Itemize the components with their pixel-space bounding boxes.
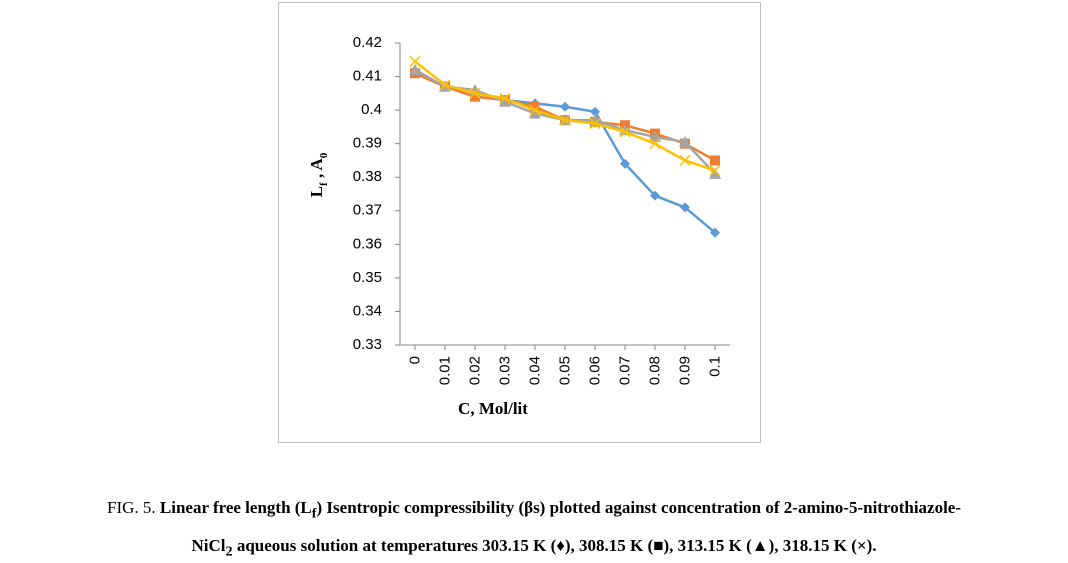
y-tick-label: 0.37 — [353, 202, 382, 219]
marker — [590, 106, 600, 117]
marker — [470, 91, 480, 102]
marker — [499, 92, 511, 104]
y-tick-label: 0.35 — [353, 269, 382, 286]
y-tick-label: 0.39 — [353, 135, 382, 152]
marker — [679, 154, 691, 166]
x-tick-label: 0 — [407, 356, 424, 364]
caption-text: f — [311, 505, 317, 522]
marker — [649, 130, 661, 142]
marker — [559, 114, 571, 126]
marker — [710, 227, 720, 238]
x-tick-label: 0.05 — [557, 356, 574, 385]
marker — [709, 164, 721, 177]
y-tick-label: 0.42 — [353, 34, 382, 51]
x-tick-label: 0.08 — [647, 356, 664, 385]
y-tick-label: 0.33 — [353, 336, 382, 353]
marker — [560, 101, 570, 112]
caption-text: 2 — [225, 543, 233, 560]
marker — [529, 107, 541, 119]
marker — [650, 190, 660, 201]
x-tick-label: 0.03 — [497, 356, 514, 385]
y-tick-label: 0.38 — [353, 168, 382, 185]
y-tick-label: 0.34 — [353, 302, 382, 319]
y-axis-label-part: L — [307, 186, 326, 197]
x-tick-label: 0.01 — [437, 356, 454, 385]
x-tick-label: 0.04 — [527, 356, 544, 385]
x-tick-label: 0.1 — [707, 356, 724, 377]
x-tick-label: 0.09 — [677, 356, 694, 385]
marker — [439, 79, 451, 91]
y-axis-label-part: , A — [307, 157, 326, 182]
caption-line: NiCl2 aqueous solution at temperatures 3… — [0, 536, 1068, 560]
marker — [710, 155, 720, 166]
chart-border — [278, 2, 761, 443]
caption-line: FIG. 5. Linear free length (Lf) Isentrop… — [0, 498, 1068, 522]
marker — [530, 101, 540, 112]
marker — [469, 87, 481, 99]
y-tick-label: 0.36 — [353, 235, 382, 252]
caption-text: Linear free length (L — [159, 498, 312, 517]
marker — [709, 167, 721, 179]
marker — [649, 138, 661, 150]
marker — [680, 202, 690, 213]
marker — [589, 118, 601, 130]
y-tick-label: 0.41 — [353, 68, 382, 85]
x-tick-label: 0.06 — [587, 356, 604, 385]
y-axis-label-part: 0 — [318, 152, 330, 158]
x-tick-label: 0.02 — [467, 356, 484, 385]
marker — [679, 135, 691, 147]
marker — [499, 95, 511, 107]
marker — [619, 126, 631, 138]
x-axis-label: C, Mol/lit — [458, 399, 528, 418]
marker — [409, 63, 421, 75]
y-axis-label: Lf , A0 — [307, 152, 330, 197]
marker — [620, 158, 630, 169]
marker — [529, 104, 541, 116]
y-tick-label: 0.4 — [361, 101, 382, 118]
caption-text: NiCl — [191, 536, 226, 555]
marker — [409, 55, 421, 67]
caption-text: aqueous solution at temperatures 303.15 … — [232, 536, 877, 555]
caption-label: FIG. 5. — [106, 498, 160, 517]
caption-text: ) Isentropic compressibility (βs) plotte… — [316, 498, 962, 517]
chart: Lf , A0 C, Mol/lit 0.330.340.350.360.370… — [278, 2, 761, 443]
y-axis-label-part: f — [318, 182, 330, 186]
x-tick-label: 0.07 — [617, 356, 634, 385]
